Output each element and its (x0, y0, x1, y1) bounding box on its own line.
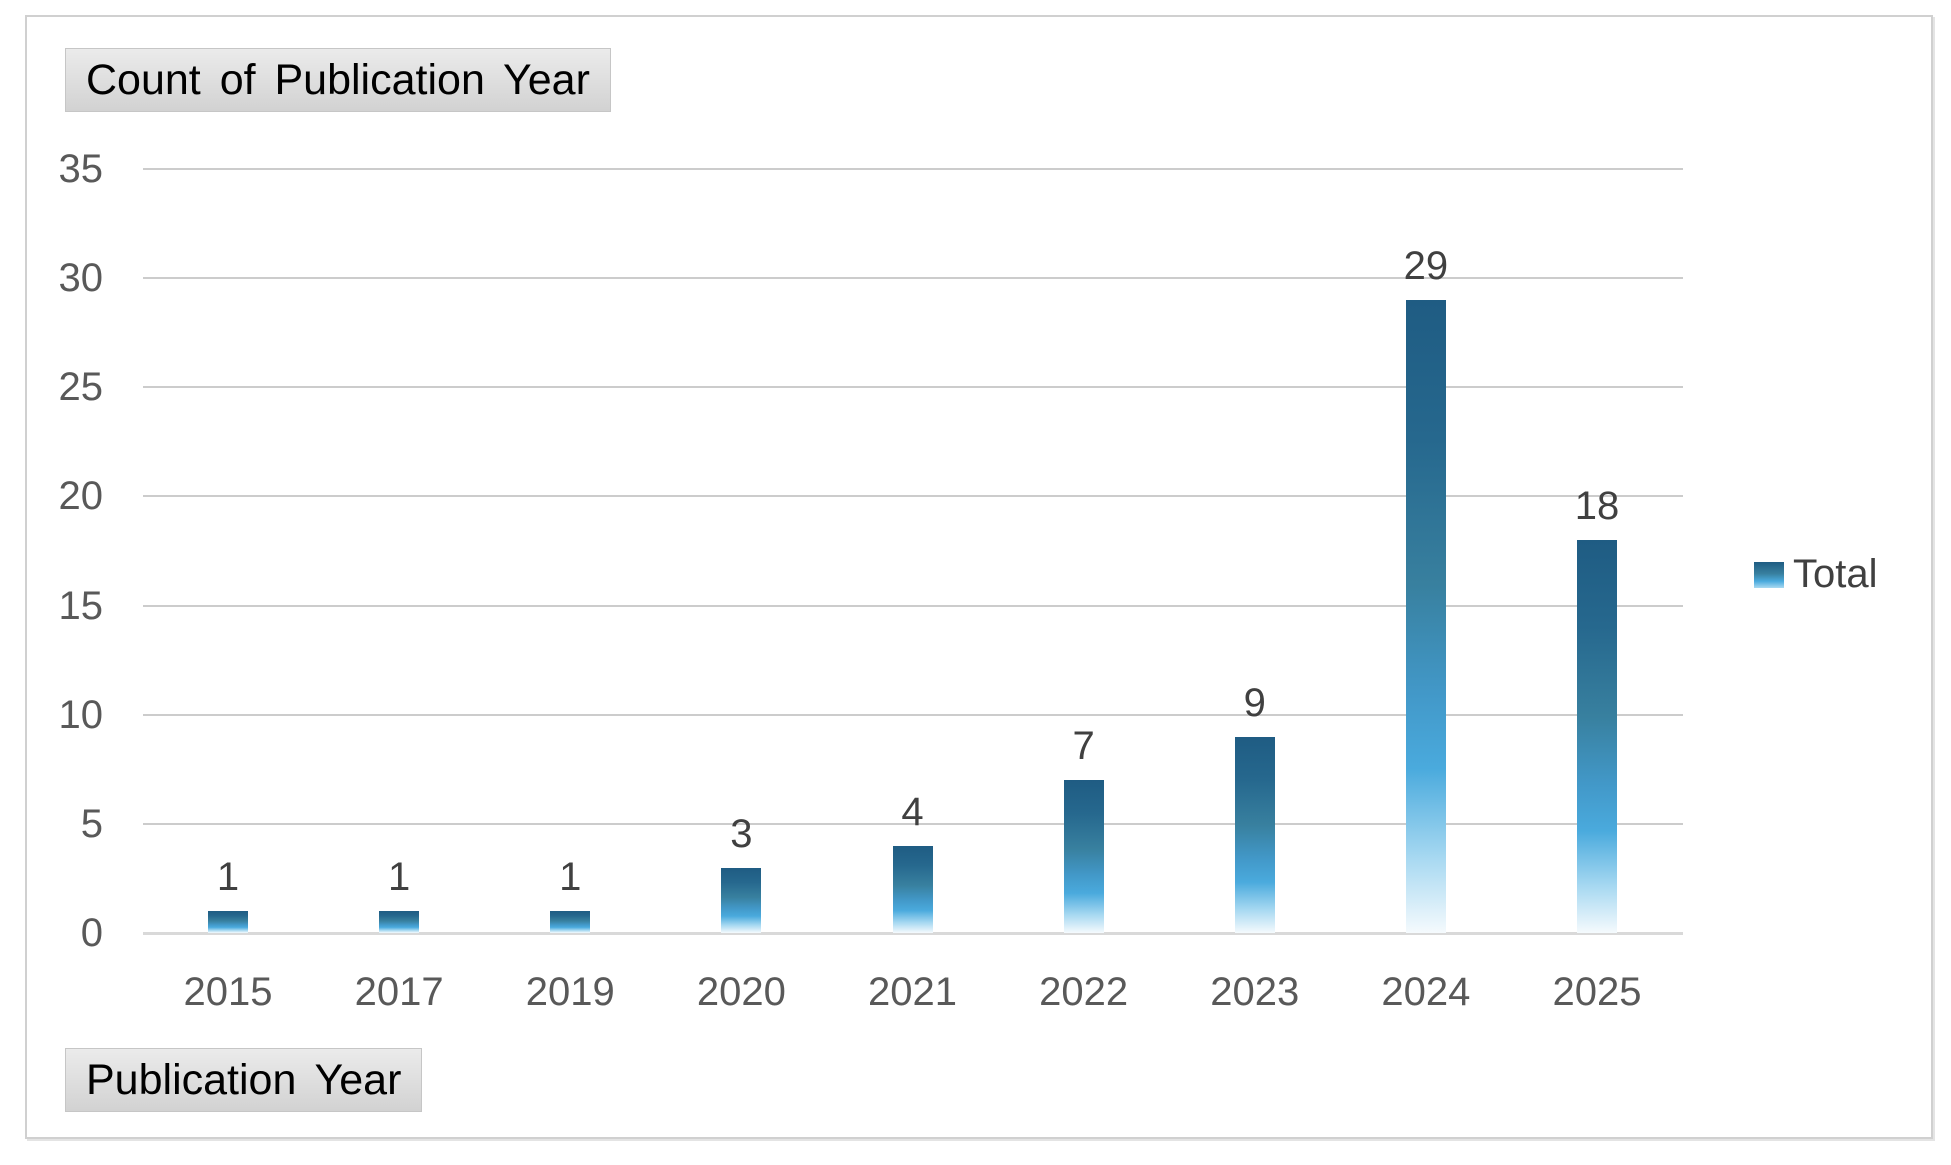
bar-2022[interactable] (1063, 780, 1104, 933)
y-axis-tick-label: 10 (58, 692, 104, 737)
y-axis-tick-label: 35 (58, 147, 104, 191)
legend[interactable]: Total (1754, 552, 1878, 597)
x-axis-line (143, 932, 1683, 935)
bar-2023[interactable] (1234, 736, 1275, 933)
bar-2015[interactable] (208, 911, 248, 933)
y-axis-tick-label: 20 (58, 474, 104, 519)
x-axis-tick-label: 2022 (1039, 970, 1129, 1014)
y-axis-tick-label: 30 (58, 256, 104, 301)
bar-2019[interactable] (550, 911, 591, 933)
x-axis-tick-label: 2019 (525, 970, 615, 1014)
gridline (143, 277, 1683, 280)
x-axis-tick-label: 2024 (1381, 970, 1471, 1014)
gridline (143, 604, 1683, 607)
x-axis-tick-label: 2025 (1552, 970, 1642, 1014)
bar-value-label: 1 (559, 855, 582, 900)
bar-value-label: 1 (388, 855, 411, 900)
y-axis-tick-label: 5 (80, 801, 103, 846)
bar-2021[interactable] (892, 845, 933, 933)
value-field-button[interactable]: Count of Publication Year (65, 48, 611, 112)
x-axis-tick-label: 2020 (696, 970, 786, 1014)
bar-value-label: 1 (216, 855, 240, 900)
gridline (143, 495, 1683, 498)
bar-value-label: 7 (1072, 724, 1095, 769)
legend-series-marker-icon (1754, 561, 1784, 588)
x-axis-tick-label: 2015 (183, 970, 273, 1014)
bar-2024[interactable] (1405, 299, 1446, 933)
y-axis-tick-label: 15 (58, 583, 104, 628)
x-axis-tick-label: 2021 (868, 970, 957, 1014)
bar-2020[interactable] (721, 867, 762, 933)
bar-value-label: 29 (1403, 243, 1449, 288)
gridline (143, 168, 1683, 170)
bar-value-label: 9 (1243, 680, 1266, 725)
bar-value-label: 4 (901, 789, 924, 834)
y-axis-tick-label: 25 (58, 365, 104, 410)
bar-2025[interactable] (1577, 540, 1617, 933)
axis-field-button[interactable]: Publication Year (65, 1048, 423, 1112)
bar-value-label: 3 (730, 811, 753, 856)
gridline (143, 713, 1683, 716)
y-axis-tick-label: 0 (80, 911, 103, 955)
gridline (143, 822, 1683, 825)
x-axis-tick-label: 2023 (1210, 970, 1300, 1014)
x-axis-tick-label: 2017 (354, 970, 444, 1014)
bar-value-label: 18 (1574, 484, 1620, 529)
bar-2017[interactable] (379, 911, 420, 933)
gridline (143, 386, 1683, 389)
legend-label: Total (1793, 552, 1878, 596)
